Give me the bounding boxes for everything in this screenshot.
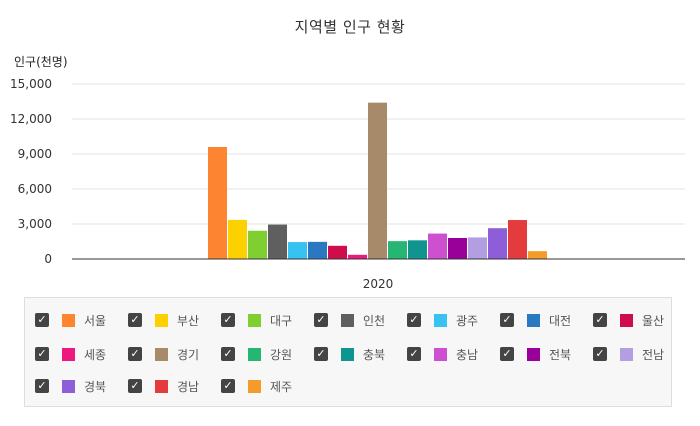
legend-item-대전[interactable]: ✓ 대전	[500, 310, 571, 330]
legend-color-swatch	[248, 313, 261, 327]
legend-color-swatch	[341, 347, 354, 361]
legend-color-swatch	[620, 313, 633, 327]
bar-전남[interactable]	[468, 237, 487, 259]
legend-label: 인천	[363, 313, 386, 328]
legend-color-swatch	[434, 347, 447, 361]
legend-color-swatch	[341, 313, 354, 327]
legend: ✓ 서울 ✓ 부산 ✓ 대구 ✓ 인천 ✓ 광주 ✓ 대전 ✓ 울산 ✓ 세종 ✓ 경기 ✓ 강원 ✓ 충북 ✓ 충남 ✓ 전북 ✓…	[24, 297, 672, 407]
legend-checkbox[interactable]: ✓	[407, 347, 421, 361]
legend-item-제주[interactable]: ✓ 제주	[221, 376, 292, 396]
legend-label: 경기	[177, 347, 200, 362]
legend-item-경남[interactable]: ✓ 경남	[128, 376, 199, 396]
bar-series	[208, 102, 547, 260]
legend-color-swatch	[62, 347, 75, 361]
bar-경기[interactable]	[368, 102, 387, 260]
legend-item-서울[interactable]: ✓ 서울	[35, 310, 106, 330]
legend-item-인천[interactable]: ✓ 인천	[314, 310, 385, 330]
bar-충북[interactable]	[408, 240, 427, 259]
legend-item-광주[interactable]: ✓ 광주	[407, 310, 478, 330]
legend-checkbox[interactable]: ✓	[128, 313, 142, 327]
legend-color-swatch	[527, 347, 540, 361]
y-tick-label: 9,000	[18, 147, 52, 161]
bar-강원[interactable]	[388, 241, 407, 259]
legend-label: 경남	[177, 379, 200, 394]
legend-checkbox[interactable]: ✓	[128, 379, 142, 393]
y-axis-label: 인구(천명)	[14, 54, 68, 69]
legend-color-swatch	[248, 379, 261, 393]
legend-label: 울산	[642, 313, 665, 328]
y-tick-label: 0	[44, 252, 52, 266]
bar-전북[interactable]	[448, 238, 467, 259]
bar-서울[interactable]	[208, 147, 227, 259]
legend-color-swatch	[155, 347, 168, 361]
legend-label: 전북	[549, 347, 572, 362]
legend-item-충북[interactable]: ✓ 충북	[314, 344, 385, 364]
legend-checkbox[interactable]: ✓	[221, 379, 235, 393]
y-tick-label: 12,000	[10, 112, 52, 126]
legend-color-swatch	[62, 379, 75, 393]
legend-item-울산[interactable]: ✓ 울산	[593, 310, 664, 330]
legend-checkbox[interactable]: ✓	[35, 313, 49, 327]
legend-label: 충남	[456, 347, 479, 362]
bar-경남[interactable]	[508, 220, 527, 259]
bar-인천[interactable]	[268, 224, 287, 259]
bar-광주[interactable]	[288, 242, 307, 259]
legend-checkbox[interactable]: ✓	[314, 347, 328, 361]
legend-item-경기[interactable]: ✓ 경기	[128, 344, 199, 364]
bar-대구[interactable]	[248, 230, 267, 259]
legend-item-전남[interactable]: ✓ 전남	[593, 344, 664, 364]
legend-checkbox[interactable]: ✓	[35, 347, 49, 361]
legend-item-부산[interactable]: ✓ 부산	[128, 310, 199, 330]
legend-label: 서울	[84, 313, 107, 328]
y-tick-label: 3,000	[18, 217, 52, 231]
legend-label: 대전	[549, 313, 572, 328]
x-axis-category-label: 2020	[363, 277, 394, 291]
legend-label: 전남	[642, 347, 665, 362]
legend-item-경북[interactable]: ✓ 경북	[35, 376, 106, 396]
bar-부산[interactable]	[228, 219, 247, 259]
legend-checkbox[interactable]: ✓	[221, 313, 235, 327]
legend-checkbox[interactable]: ✓	[500, 313, 514, 327]
y-tick-label: 6,000	[18, 182, 52, 196]
bar-대전[interactable]	[308, 241, 327, 259]
legend-label: 충북	[363, 347, 386, 362]
legend-color-swatch	[620, 347, 633, 361]
legend-checkbox[interactable]: ✓	[128, 347, 142, 361]
legend-color-swatch	[527, 313, 540, 327]
legend-color-swatch	[155, 313, 168, 327]
legend-label: 세종	[84, 347, 107, 362]
legend-item-세종[interactable]: ✓ 세종	[35, 344, 106, 364]
legend-checkbox[interactable]: ✓	[407, 313, 421, 327]
legend-item-대구[interactable]: ✓ 대구	[221, 310, 292, 330]
bar-제주[interactable]	[528, 251, 547, 259]
legend-checkbox[interactable]: ✓	[500, 347, 514, 361]
legend-label: 강원	[270, 347, 293, 362]
bar-충남[interactable]	[428, 233, 447, 259]
legend-checkbox[interactable]: ✓	[314, 313, 328, 327]
legend-label: 경북	[84, 379, 107, 394]
legend-item-충남[interactable]: ✓ 충남	[407, 344, 478, 364]
legend-label: 광주	[456, 313, 479, 328]
bar-chart: 인구(천명) 15,000 12,000 9,000 6,000 3,000 0 2020	[10, 54, 685, 291]
bar-세종[interactable]	[348, 254, 367, 259]
chart-title: 지역별 인구 현황	[294, 18, 406, 36]
legend-color-swatch	[62, 313, 75, 327]
legend-item-강원[interactable]: ✓ 강원	[221, 344, 292, 364]
legend-checkbox[interactable]: ✓	[221, 347, 235, 361]
legend-label: 제주	[270, 379, 293, 394]
legend-color-swatch	[434, 313, 447, 327]
legend-label: 부산	[177, 313, 200, 328]
bar-경북[interactable]	[488, 228, 507, 259]
legend-checkbox[interactable]: ✓	[35, 379, 49, 393]
legend-checkbox[interactable]: ✓	[593, 313, 607, 327]
y-axis-ticks: 15,000 12,000 9,000 6,000 3,000 0	[10, 77, 52, 266]
bar-울산[interactable]	[328, 245, 347, 259]
legend-color-swatch	[155, 379, 168, 393]
legend-checkbox[interactable]: ✓	[593, 347, 607, 361]
legend-color-swatch	[248, 347, 261, 361]
legend-item-전북[interactable]: ✓ 전북	[500, 344, 571, 364]
y-tick-label: 15,000	[10, 77, 52, 91]
legend-label: 대구	[270, 313, 293, 328]
